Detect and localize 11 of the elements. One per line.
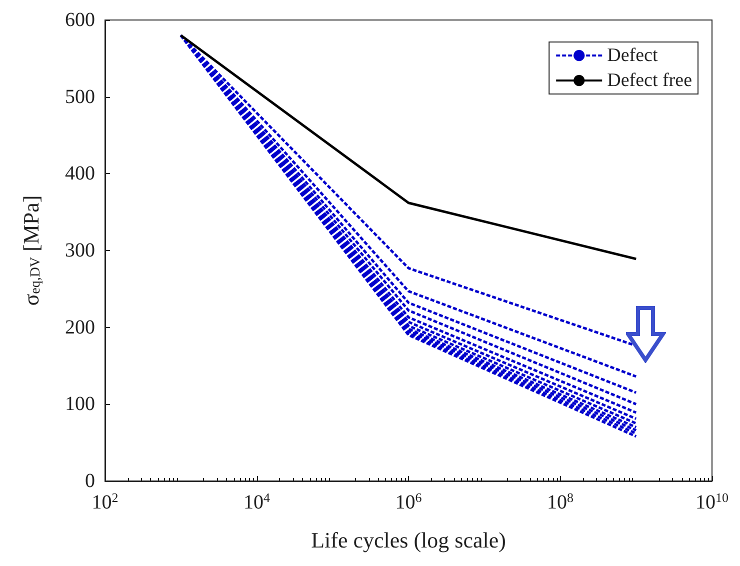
y-tick-label: 200 — [65, 316, 95, 338]
legend-label: Defect free — [607, 70, 692, 91]
y-axis-title: σeq,DV [MPa] — [18, 195, 44, 306]
y-tick-label: 500 — [65, 86, 95, 108]
x-axis-title: Life cycles (log scale) — [311, 528, 506, 552]
y-tick-label: 600 — [65, 9, 95, 31]
y-tick-label: 400 — [65, 162, 95, 185]
y-tick-label: 300 — [65, 240, 95, 262]
y-tick-label: 0 — [85, 470, 95, 492]
y-tick-label: 100 — [65, 393, 95, 416]
legend-label: Defect — [607, 45, 658, 66]
